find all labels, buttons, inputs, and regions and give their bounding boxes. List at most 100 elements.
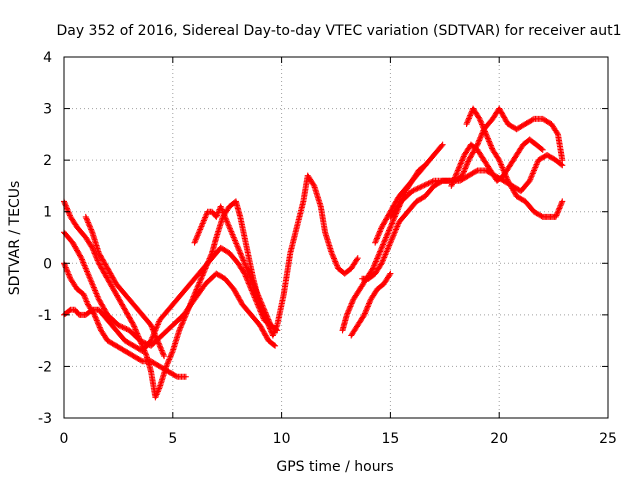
data-point: [450, 178, 457, 185]
data-point: [454, 167, 461, 174]
data-point: [381, 237, 388, 244]
data-point: [88, 243, 95, 250]
data-point: [372, 239, 379, 246]
data-point: [93, 316, 100, 323]
data-point: [460, 154, 467, 161]
data-point: [152, 332, 159, 339]
data-point: [345, 307, 352, 314]
data-point: [267, 322, 274, 329]
series-track: [61, 244, 281, 354]
data-point: [236, 247, 243, 254]
x-tick-label: 10: [273, 431, 291, 447]
data-point: [413, 186, 420, 193]
data-point: [194, 285, 201, 292]
data-point: [345, 309, 352, 316]
data-point: [261, 308, 268, 315]
data-point: [475, 138, 482, 145]
data-point: [82, 213, 89, 220]
data-point: [264, 315, 271, 322]
data-point: [245, 270, 252, 277]
data-point: [391, 214, 398, 221]
data-point: [62, 201, 69, 208]
data-point: [265, 316, 272, 323]
data-point: [148, 322, 155, 329]
data-point: [138, 338, 145, 345]
data-point: [382, 235, 389, 242]
data-point: [137, 337, 144, 344]
data-point: [332, 259, 339, 266]
data-point: [165, 357, 172, 364]
data-point: [453, 171, 460, 178]
data-point: [394, 207, 401, 214]
data-point: [332, 258, 339, 265]
data-point: [463, 121, 470, 128]
data-point: [131, 323, 138, 330]
data-point: [462, 165, 469, 172]
data-point: [329, 251, 336, 258]
data-point: [393, 209, 400, 216]
data-point: [381, 238, 388, 245]
data-point: [118, 323, 125, 330]
data-point: [478, 120, 485, 127]
data-point: [395, 204, 402, 211]
data-point: [197, 276, 204, 283]
data-point: [236, 249, 243, 256]
data-point: [238, 253, 245, 260]
data-point: [554, 130, 561, 137]
data-point: [374, 234, 381, 241]
data-point: [86, 222, 93, 229]
data-point: [167, 353, 174, 360]
data-point: [461, 166, 468, 173]
data-point: [477, 134, 484, 141]
data-point: [66, 274, 73, 281]
data-point: [85, 220, 92, 227]
data-point: [467, 111, 474, 118]
data-point: [65, 271, 72, 278]
data-point: [396, 203, 403, 210]
data-point: [377, 261, 384, 268]
data-point: [257, 298, 264, 305]
data-point: [91, 311, 98, 318]
data-point: [486, 138, 493, 145]
data-point: [148, 323, 155, 330]
data-point: [330, 254, 337, 261]
data-point: [369, 265, 376, 272]
y-axis-label: SDTVAR / TECUs: [7, 181, 23, 296]
data-point: [488, 144, 495, 151]
data-point: [555, 208, 562, 215]
data-point: [66, 272, 73, 279]
data-point: [482, 129, 489, 136]
data-point: [192, 287, 199, 294]
data-point: [372, 259, 379, 266]
data-point: [454, 168, 461, 175]
x-tick-label: 25: [599, 431, 617, 447]
data-point: [247, 274, 254, 281]
data-point: [559, 162, 566, 169]
data-point: [97, 325, 104, 332]
data-point: [123, 326, 130, 333]
data-point: [375, 252, 382, 259]
data-point: [196, 279, 203, 286]
data-point: [378, 245, 385, 252]
data-point: [240, 257, 247, 264]
data-point: [252, 287, 259, 294]
data-point: [310, 181, 317, 188]
data-point: [241, 260, 248, 267]
data-point: [115, 322, 122, 329]
data-point: [63, 205, 70, 212]
data-point: [426, 179, 433, 186]
data-series: [61, 105, 566, 401]
data-point: [159, 348, 166, 355]
data-point: [369, 266, 376, 273]
data-point: [556, 204, 563, 211]
data-point: [241, 258, 248, 265]
data-point: [486, 139, 493, 146]
data-point: [452, 173, 459, 180]
data-point: [198, 273, 205, 280]
data-point: [425, 180, 432, 187]
data-point: [429, 178, 436, 185]
data-point: [386, 226, 393, 233]
data-point: [456, 164, 463, 171]
data-point: [476, 137, 483, 144]
data-point: [331, 257, 338, 264]
